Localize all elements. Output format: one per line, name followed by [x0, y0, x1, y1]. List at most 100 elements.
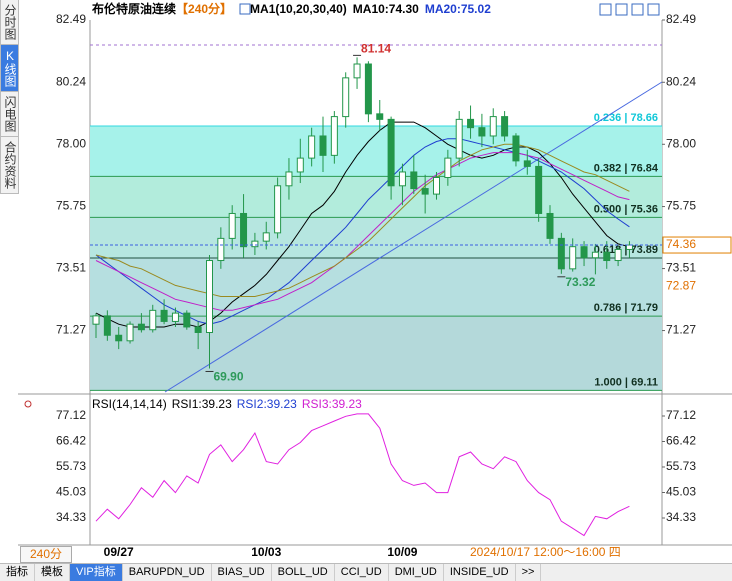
candle-body [103, 315, 111, 336]
y-tick-label: 45.03 [56, 485, 86, 499]
bottom-tab[interactable]: CCI_UD [335, 564, 389, 581]
fib-label-part: 0.618 [594, 244, 622, 256]
fib-band [90, 316, 662, 391]
y-tick-label: 45.03 [666, 485, 696, 499]
candle-body [444, 157, 452, 178]
fib-label: 1.000 | 69.11 [594, 376, 658, 388]
fib-label: 0.500 | 75.36 [594, 203, 658, 215]
period-button[interactable]: 240分 [20, 546, 72, 563]
legend-entry: RSI2:39.23 [237, 397, 297, 411]
candle-body [625, 244, 633, 250]
icon[interactable] [615, 3, 628, 16]
candle-body [296, 157, 304, 173]
header-text: 布伦特原油连续【240分】 MA1(10,20,30,40) MA10:74.30 M… [92, 1, 491, 16]
side-tab[interactable]: K线图 [0, 45, 19, 92]
fib-label: 0.786 | 71.79 [594, 302, 658, 314]
bottom-tab[interactable]: BARUPDN_UD [123, 564, 212, 581]
y-tick-label: 75.75 [56, 199, 86, 213]
candle-body [591, 251, 599, 259]
candle-body [501, 116, 509, 137]
candle-body [376, 113, 384, 120]
bottom-tab[interactable]: DMI_UD [389, 564, 444, 581]
candle-body [478, 127, 486, 137]
bottom-tab[interactable]: 指标 [0, 564, 35, 581]
side-tab[interactable]: 分时图 [0, 0, 19, 45]
icon[interactable] [24, 400, 32, 408]
current-price-box [662, 236, 732, 254]
fib-label-part: | [621, 203, 630, 215]
rsi-header: RSI(14,14,14) RSI1:39.23 RSI2:39.23 RSI3:39… [92, 397, 362, 411]
annotation: 69.90 [214, 370, 244, 384]
bottom-tab[interactable]: INSIDE_UD [444, 564, 516, 581]
candle-body [535, 165, 543, 214]
rsi-line [95, 413, 630, 537]
candle-body [603, 251, 611, 262]
candle-body [137, 323, 145, 331]
fib-label-part: | [621, 112, 630, 124]
candle-body [160, 309, 168, 322]
y-tick-label: 82.49 [666, 12, 696, 26]
y-tick-label: 71.27 [666, 323, 696, 337]
y-tick-label: 34.33 [666, 510, 696, 524]
x-tick-label: 10/03 [251, 545, 281, 559]
candle-body [523, 160, 531, 167]
marker-price-label: 72.87 [666, 278, 696, 292]
candle-body [194, 326, 202, 333]
trend-line [164, 81, 663, 393]
candle-body [614, 248, 622, 262]
candle-body [512, 135, 520, 162]
ma-label: MA20:75.02 [425, 2, 491, 16]
bottom-tab[interactable]: >> [516, 564, 542, 581]
y-tick-label: 73.51 [666, 261, 696, 275]
fib-label-part: 73.89 [630, 244, 658, 256]
y-tick-label: 75.75 [666, 199, 696, 213]
bottom-tab[interactable]: BOLL_UD [272, 564, 335, 581]
candle-body [580, 246, 588, 259]
candle-body [330, 116, 338, 156]
fib-label-part: | [621, 162, 630, 174]
candle-body [217, 237, 225, 262]
fib-label-part: 71.79 [630, 302, 658, 314]
candle-body [546, 212, 554, 239]
candle-body [364, 63, 372, 115]
y-tick-label: 66.42 [666, 434, 696, 448]
fib-band [90, 176, 662, 218]
indicator: MA1(10,20,30,40) [250, 2, 347, 16]
candle-body [569, 246, 577, 270]
legend-entry: RSI3:39.23 [302, 397, 362, 411]
bottom-tab[interactable]: 模板 [35, 564, 70, 581]
bottom-tab[interactable]: VIP指标 [70, 564, 123, 581]
bottom-tab[interactable]: BIAS_UD [212, 564, 272, 581]
side-tab[interactable]: 闪电图 [0, 92, 19, 137]
fib-label-part: 75.36 [630, 203, 658, 215]
candle-body [353, 63, 361, 79]
candle-body [421, 188, 429, 195]
fib-label-part: 1.000 [594, 376, 622, 388]
fib-label: 0.618 | 73.89 [594, 244, 658, 256]
cursor-time: 2024/10/17 12:00～16:00 四 [470, 545, 621, 559]
candle-body [240, 212, 248, 248]
side-tab[interactable]: 合约资料 [0, 137, 19, 194]
period: 【240分】 [176, 1, 232, 16]
y-tick-label: 80.24 [666, 74, 696, 88]
candle-body [398, 171, 406, 187]
y-tick-label: 34.33 [56, 510, 86, 524]
candle-body [251, 240, 259, 248]
annotation: 81.14 [361, 42, 391, 56]
fib-band [90, 217, 662, 259]
fib-label-part: | [622, 376, 631, 388]
candle-body [262, 232, 270, 242]
fib-label-part: | [621, 244, 630, 256]
candle-body [149, 309, 157, 331]
fib-label-part: 0.500 [594, 203, 622, 215]
fib-label-part: 0.786 [594, 302, 622, 314]
icon[interactable] [631, 3, 644, 16]
icon[interactable] [599, 3, 612, 16]
candle-body [206, 260, 213, 333]
candle-body [387, 118, 395, 187]
candle-body [274, 185, 282, 234]
icon[interactable] [647, 3, 660, 16]
y-tick-label: 66.42 [56, 434, 86, 448]
candle-body [410, 171, 418, 190]
side-tabs: 分时图 K线图 闪电图 合约资料 [0, 0, 19, 194]
